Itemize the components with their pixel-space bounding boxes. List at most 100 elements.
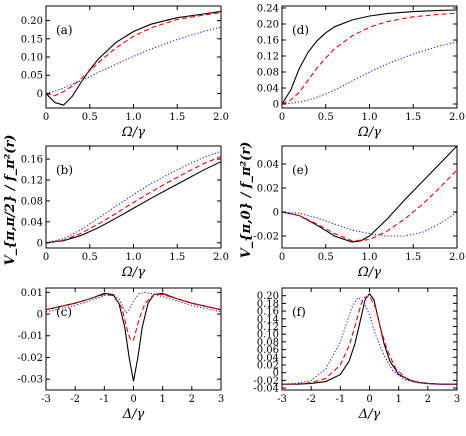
x-tick-label: 0 [279,252,285,263]
x-tick-label: 1.5 [405,252,421,263]
x-axis-label: Ω/γ [357,265,381,280]
x-tick-label: 0.5 [82,112,98,123]
x-tick-label: 1 [159,394,165,405]
x-tick-label: -3 [277,394,287,405]
plot-frame [281,287,458,391]
y-tick-label: 0.04 [257,353,279,364]
x-axis-label: Ω/γ [357,125,381,140]
x-tick-label: 2.0 [449,112,465,123]
x-tick-label: 1.0 [362,112,378,123]
y-tick-label: 0.04 [21,217,43,228]
y-tick-label: 0.15 [21,34,43,45]
y-tick-label: -0.03 [17,375,43,386]
panel-label: (e) [292,163,308,177]
panel-label: (d) [292,23,309,37]
series-line-dashed [46,12,221,97]
x-tick-label: 1.5 [169,112,185,123]
x-tick-label: 1.0 [126,252,142,263]
y-tick-label: 0 [273,208,279,219]
y-tick-label: 0.10 [257,330,279,341]
y-tick-label: 0.16 [257,36,279,47]
series-line-solid [46,292,221,382]
x-tick-label: 1.5 [405,112,421,123]
y-tick-label: -0.04 [253,384,279,395]
y-tick-label: 0.14 [257,314,279,325]
y-tick-label: 0.20 [257,291,279,302]
x-tick-label: -1 [335,394,345,405]
ylabel-row2-right: V_{π,0} / f_π²(r) [239,142,254,259]
x-tick-label: -2 [306,394,316,405]
series-line-solid [282,292,457,385]
series-line-solid [46,10,221,106]
series-line-solid [282,146,457,243]
plot-frame [45,5,222,109]
y-tick-label: -0.01 [17,331,43,342]
y-tick-label: 0.10 [21,53,43,64]
x-tick-label: 1.0 [362,252,378,263]
x-tick-label: 0.5 [318,252,334,263]
y-tick-label: 0.24 [257,4,279,15]
x-tick-label: -1 [99,394,109,405]
plot-frame [281,5,458,109]
y-tick-label: 0 [273,100,279,111]
y-tick-label: 0.05 [21,71,43,82]
x-tick-label: 1 [395,394,401,405]
y-tick-label: 0.06 [257,345,279,356]
x-tick-label: 1.5 [169,252,185,263]
y-tick-label: 0.20 [257,20,279,31]
x-tick-label: -2 [70,394,80,405]
y-tick-label: 0.16 [21,155,43,166]
y-tick-label: 0.08 [21,196,43,207]
series-line-dotted [282,296,457,385]
series-line-dashed [46,155,221,244]
x-tick-label: 0 [366,394,372,405]
y-tick-label: 0.12 [21,176,43,187]
y-tick-label: 0.08 [257,337,279,348]
series-line-dashed [282,12,457,105]
y-tick-label: 0.08 [257,68,279,79]
y-tick-label: 0.18 [257,299,279,310]
panel-label: (f) [292,305,306,319]
series-line-solid [46,161,221,244]
chart-panel-4: -3 -2 -1 0 1 2 3 -0.03 -0.02 -0.01 0 0.01 (c) Δ/γ [17,287,224,422]
series-line-dotted [282,41,457,105]
panel-label: (b) [56,163,73,177]
x-tick-label: 0.5 [318,112,334,123]
x-tick-label: 1.0 [126,112,142,123]
series-line-solid [282,9,457,105]
panel-label: (c) [56,305,72,319]
y-tick-label: 0.01 [21,288,43,299]
series-line-dotted [46,291,221,314]
y-tick-label: 0.04 [257,84,279,95]
y-tick-label: 0.16 [257,307,279,318]
x-tick-label: 0 [130,394,136,405]
x-tick-label: 2.0 [213,112,229,123]
series-line-dotted [46,26,221,94]
y-tick-label: 0.04 [257,160,279,171]
y-tick-label: 0.12 [257,322,279,333]
ylabel-row2-left: V_{π,π/2} / f_π²(r) [3,135,18,266]
y-tick-label: 0.02 [257,360,279,371]
x-tick-label: 0.5 [82,252,98,263]
chart-panel-2: 0 0.5 1.0 1.5 2.0 0 0.04 0.08 0.12 0.16 (b) Ω/γ [21,145,229,280]
y-tick-label: 0 [273,368,279,379]
y-tick-label: 0 [37,238,43,249]
series-line-dashed [282,295,457,385]
y-tick-label: 0 [37,89,43,100]
series-line-dotted [282,211,457,237]
chart-panel-1: 0 0.5 1.0 1.5 2.0 0 0.04 0.08 0.12 0.16 0.20 0.24 (d… [257,4,465,141]
x-axis-label: Δ/γ [122,407,145,422]
x-axis-label: Δ/γ [358,407,381,422]
x-tick-label: 2 [189,394,195,405]
y-tick-label: -0.02 [253,232,279,243]
y-tick-label: -0.02 [253,376,279,387]
x-tick-label: 3 [454,394,460,405]
x-tick-label: 2.0 [213,252,229,263]
x-tick-label: 3 [218,394,224,405]
x-axis-label: Ω/γ [121,265,145,280]
y-tick-label: 0.12 [257,52,279,63]
series-line-dashed [46,293,221,341]
x-tick-label: 0 [43,252,49,263]
chart-panel-5: -3 -2 -1 0 1 2 3-0.04-0.0200.020.040.060.080.1… [253,287,460,422]
